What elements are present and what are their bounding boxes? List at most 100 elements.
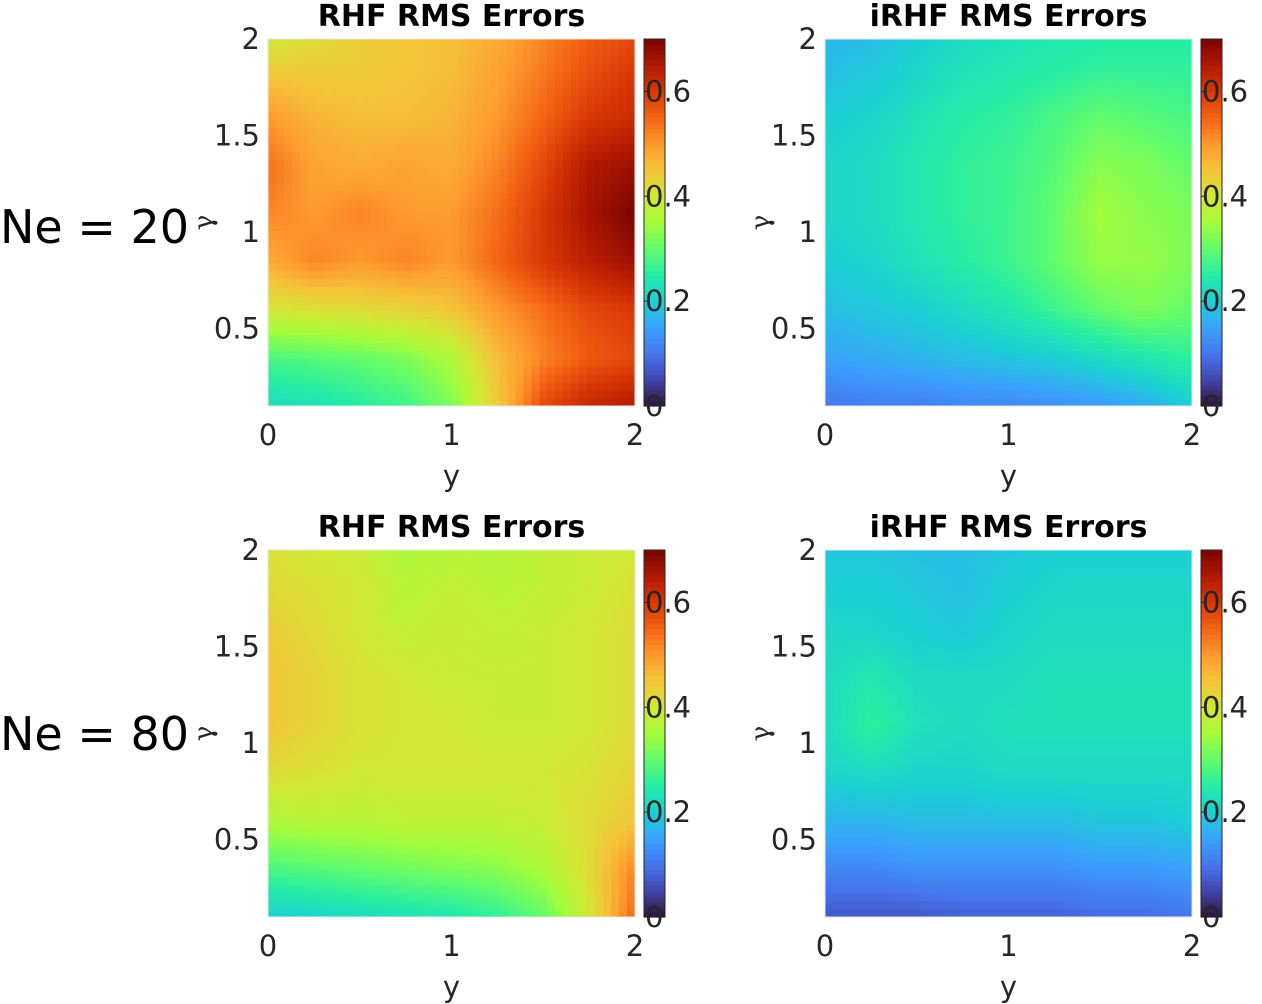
heat-cell <box>1088 110 1097 120</box>
heat-cell <box>1152 366 1161 375</box>
heat-cell <box>1016 174 1026 184</box>
heat-cell <box>331 126 341 136</box>
heat-cell <box>912 198 922 208</box>
heat-cell <box>531 861 540 870</box>
heat-cell <box>1048 238 1057 248</box>
heat-cell <box>395 829 405 838</box>
heat-cell <box>379 869 389 878</box>
heat-cell <box>315 238 325 248</box>
heat-cell <box>379 821 389 830</box>
heat-cell <box>427 270 437 279</box>
heat-cell <box>579 398 588 407</box>
heat-cell <box>960 238 970 248</box>
heat-cell <box>355 829 365 838</box>
heat-cell <box>1072 86 1081 96</box>
y-tick-label: 2 <box>242 22 260 56</box>
heat-cell <box>427 893 437 902</box>
heat-cell <box>840 142 850 152</box>
heat-cell <box>555 398 564 407</box>
heat-cell <box>268 102 277 112</box>
heat-cell <box>1024 222 1034 232</box>
heat-cell <box>1128 238 1137 248</box>
heat-cell <box>459 869 469 878</box>
heat-cell <box>904 366 914 375</box>
heat-cell <box>904 254 914 263</box>
heat-cell <box>563 150 572 160</box>
heat-cell <box>619 398 628 407</box>
heat-cell <box>379 150 389 160</box>
heat-cell <box>387 270 397 279</box>
heat-cell <box>1096 334 1105 343</box>
heat-cell <box>403 829 413 838</box>
heat-cell <box>587 286 596 295</box>
heat-cell <box>1112 318 1121 327</box>
heat-cell <box>1184 54 1193 64</box>
heat-cell <box>451 70 461 80</box>
heat-cell <box>587 254 596 263</box>
heat-cell <box>1024 318 1034 327</box>
heat-cell <box>1008 86 1018 96</box>
heat-cell <box>491 845 500 854</box>
heat-cell <box>467 262 477 271</box>
heat-cell <box>1032 318 1042 327</box>
heat-cell <box>627 126 636 136</box>
heat-cell <box>268 310 277 319</box>
heat-cell <box>992 358 1002 367</box>
heat-cell <box>856 230 866 240</box>
heat-cell <box>1144 246 1153 256</box>
heat-cell <box>467 270 477 279</box>
heat-cell <box>491 62 500 72</box>
heat-cell <box>387 821 397 830</box>
heat-cell <box>323 158 333 168</box>
heat-cell <box>307 853 317 862</box>
heat-cell <box>395 110 405 120</box>
heat-cell <box>1152 214 1161 224</box>
heat-cell <box>832 374 842 383</box>
heat-cell <box>531 190 540 200</box>
heat-cell <box>491 390 500 399</box>
heat-cell <box>1032 302 1042 311</box>
heat-cell <box>1168 78 1177 88</box>
heat-cell <box>872 102 882 112</box>
heat-cell <box>1080 238 1089 248</box>
heat-cell <box>1000 158 1010 168</box>
heat-cell <box>363 893 373 902</box>
heat-cell <box>1088 134 1097 144</box>
heat-cell <box>1120 350 1129 359</box>
heat-cell <box>952 190 962 200</box>
heat-cell <box>403 270 413 279</box>
heat-cell <box>1176 310 1185 319</box>
heat-cell <box>315 901 325 910</box>
heat-cell <box>411 869 421 878</box>
heat-cell <box>1040 150 1049 160</box>
heat-cell <box>1040 238 1049 248</box>
heat-cell <box>475 821 485 830</box>
heat-cell <box>864 366 874 375</box>
heat-cell <box>1088 118 1097 128</box>
heat-cell <box>427 118 437 128</box>
heat-cell <box>880 158 890 168</box>
heat-cell <box>307 246 317 256</box>
heat-cell <box>1144 126 1153 136</box>
heat-cell <box>491 54 500 64</box>
heat-cell <box>1136 134 1145 144</box>
heat-cell <box>515 126 524 136</box>
heat-cell <box>555 286 564 295</box>
heat-cell <box>896 326 906 335</box>
heat-cell <box>619 142 628 152</box>
heat-cell <box>896 39 906 48</box>
heat-cell <box>491 158 500 168</box>
heat-cell <box>984 46 994 56</box>
heat-cell <box>555 94 564 104</box>
heat-cell <box>976 39 986 48</box>
heat-cell <box>387 286 397 295</box>
heat-cell <box>483 829 492 838</box>
heat-cell <box>299 901 309 910</box>
heat-cell <box>1008 190 1018 200</box>
heat-cell <box>1184 270 1193 279</box>
colorbar-frame <box>1200 38 1223 407</box>
heat-cell <box>960 398 970 407</box>
heat-cell <box>467 390 477 399</box>
heat-cell <box>323 901 333 910</box>
heat-cell <box>992 126 1002 136</box>
